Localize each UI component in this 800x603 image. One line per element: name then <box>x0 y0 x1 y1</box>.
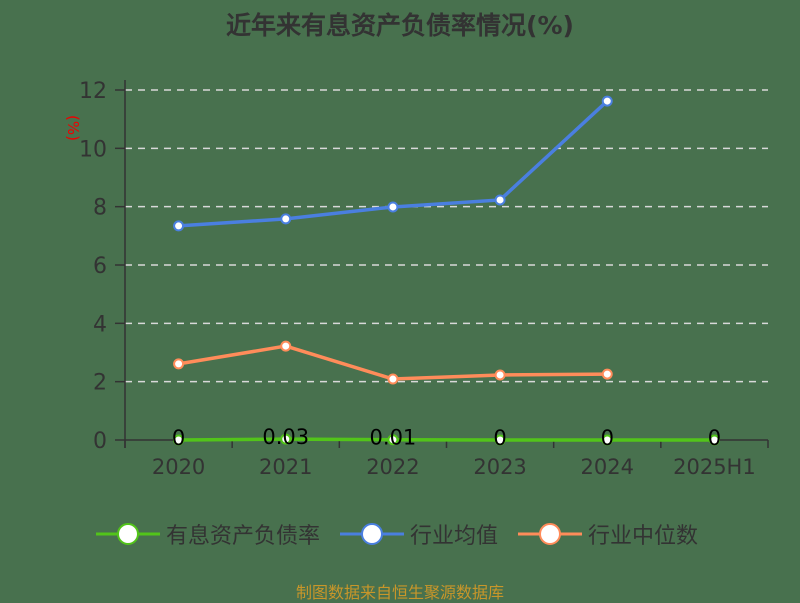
data-label: 0 <box>493 426 506 450</box>
y-tick-label: 4 <box>93 312 107 337</box>
x-tick-label: 2021 <box>259 455 312 479</box>
data-point <box>387 373 399 385</box>
y-tick-label: 0 <box>93 429 107 454</box>
data-point <box>494 434 506 446</box>
x-tick-label: 2024 <box>581 455 634 479</box>
data-point <box>494 194 506 206</box>
data-point <box>601 368 613 380</box>
legend-marker-orange-icon <box>518 523 583 545</box>
legend-label: 有息资产负债率 <box>166 524 321 549</box>
data-source-note: 制图数据来自恒生聚源数据库 <box>295 583 504 602</box>
legend-marker-blue-icon <box>340 523 405 545</box>
x-tick-label: 2023 <box>473 455 526 479</box>
legend-marker-green-icon <box>96 523 160 545</box>
data-point <box>280 213 292 225</box>
x-tick-label: 2025H1 <box>673 455 756 479</box>
legend: 有息资产负债率 行业均值 行业中位数 <box>96 518 718 550</box>
legend-item-industry-avg[interactable]: 行业均值 <box>340 518 498 550</box>
y-tick-label: 6 <box>93 254 107 279</box>
data-point <box>601 434 613 446</box>
y-axis-unit: (%) <box>64 115 82 141</box>
y-tick-label: 8 <box>93 196 107 221</box>
data-point <box>173 220 185 232</box>
data-label: 0 <box>601 426 614 450</box>
data-label: 0.03 <box>262 425 309 449</box>
data-point <box>708 434 720 446</box>
y-tick-label: 10 <box>79 137 107 162</box>
data-point <box>387 201 399 213</box>
data-point <box>601 95 613 107</box>
data-label: 0 <box>172 426 185 450</box>
data-point <box>173 358 185 370</box>
y-tick-label: 12 <box>79 79 107 104</box>
x-tick-label: 2020 <box>152 455 205 479</box>
legend-label: 行业中位数 <box>588 524 699 549</box>
legend-item-ratio[interactable]: 有息资产负债率 <box>96 518 320 550</box>
y-tick-label: 2 <box>93 371 107 396</box>
chart-title: 近年来有息资产负债率情况(%) <box>226 11 574 40</box>
data-point <box>280 433 292 445</box>
data-point <box>173 434 185 446</box>
data-point <box>494 369 506 381</box>
series-line <box>178 437 715 442</box>
legend-label: 行业均值 <box>410 524 499 549</box>
legend-item-industry-median[interactable]: 行业中位数 <box>518 518 698 550</box>
data-point <box>387 434 399 446</box>
data-label: 0 <box>708 426 721 450</box>
data-label: 0.01 <box>370 426 417 450</box>
data-point <box>280 340 292 352</box>
x-tick-label: 2022 <box>366 455 419 479</box>
